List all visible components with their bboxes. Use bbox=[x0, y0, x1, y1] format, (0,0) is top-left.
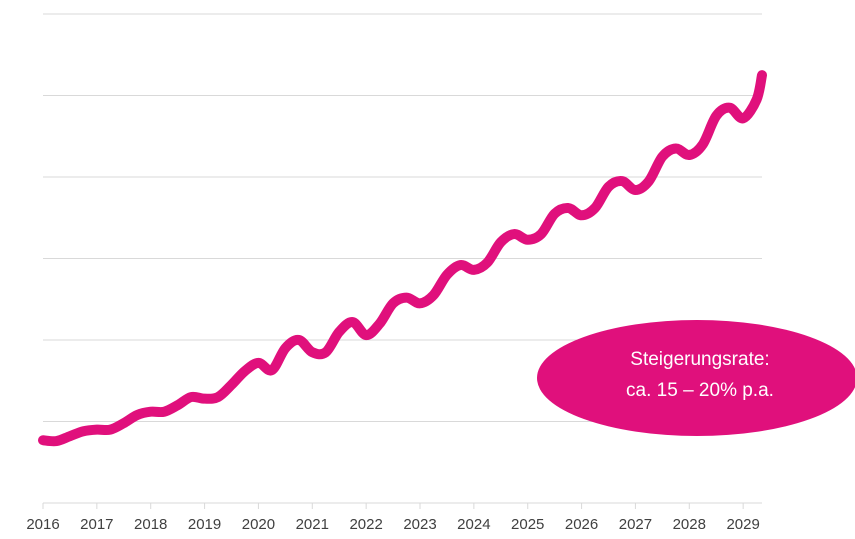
x-tick-label: 2025 bbox=[511, 516, 544, 533]
x-tick-label: 2021 bbox=[296, 516, 329, 533]
x-tick-label: 2028 bbox=[673, 516, 706, 533]
x-tick-label: 2019 bbox=[188, 516, 221, 533]
x-tick-label: 2020 bbox=[242, 516, 275, 533]
x-tick-label: 2024 bbox=[457, 516, 490, 533]
x-tick-label: 2016 bbox=[26, 516, 59, 533]
x-tick-label: 2029 bbox=[726, 516, 759, 533]
x-tick-label: 2022 bbox=[349, 516, 382, 533]
x-tick-label: 2018 bbox=[134, 516, 167, 533]
x-tick-label: 2026 bbox=[565, 516, 598, 533]
line-series bbox=[38, 70, 767, 447]
annotation-text: ca. 15 – 20% p.a. bbox=[626, 380, 774, 401]
annotation-bubble bbox=[537, 320, 855, 436]
annotation-text: Steigerungsrate: bbox=[630, 349, 769, 370]
x-tick-label: 2017 bbox=[80, 516, 113, 533]
x-tick-label: 2027 bbox=[619, 516, 652, 533]
x-tick-label: 2023 bbox=[403, 516, 436, 533]
